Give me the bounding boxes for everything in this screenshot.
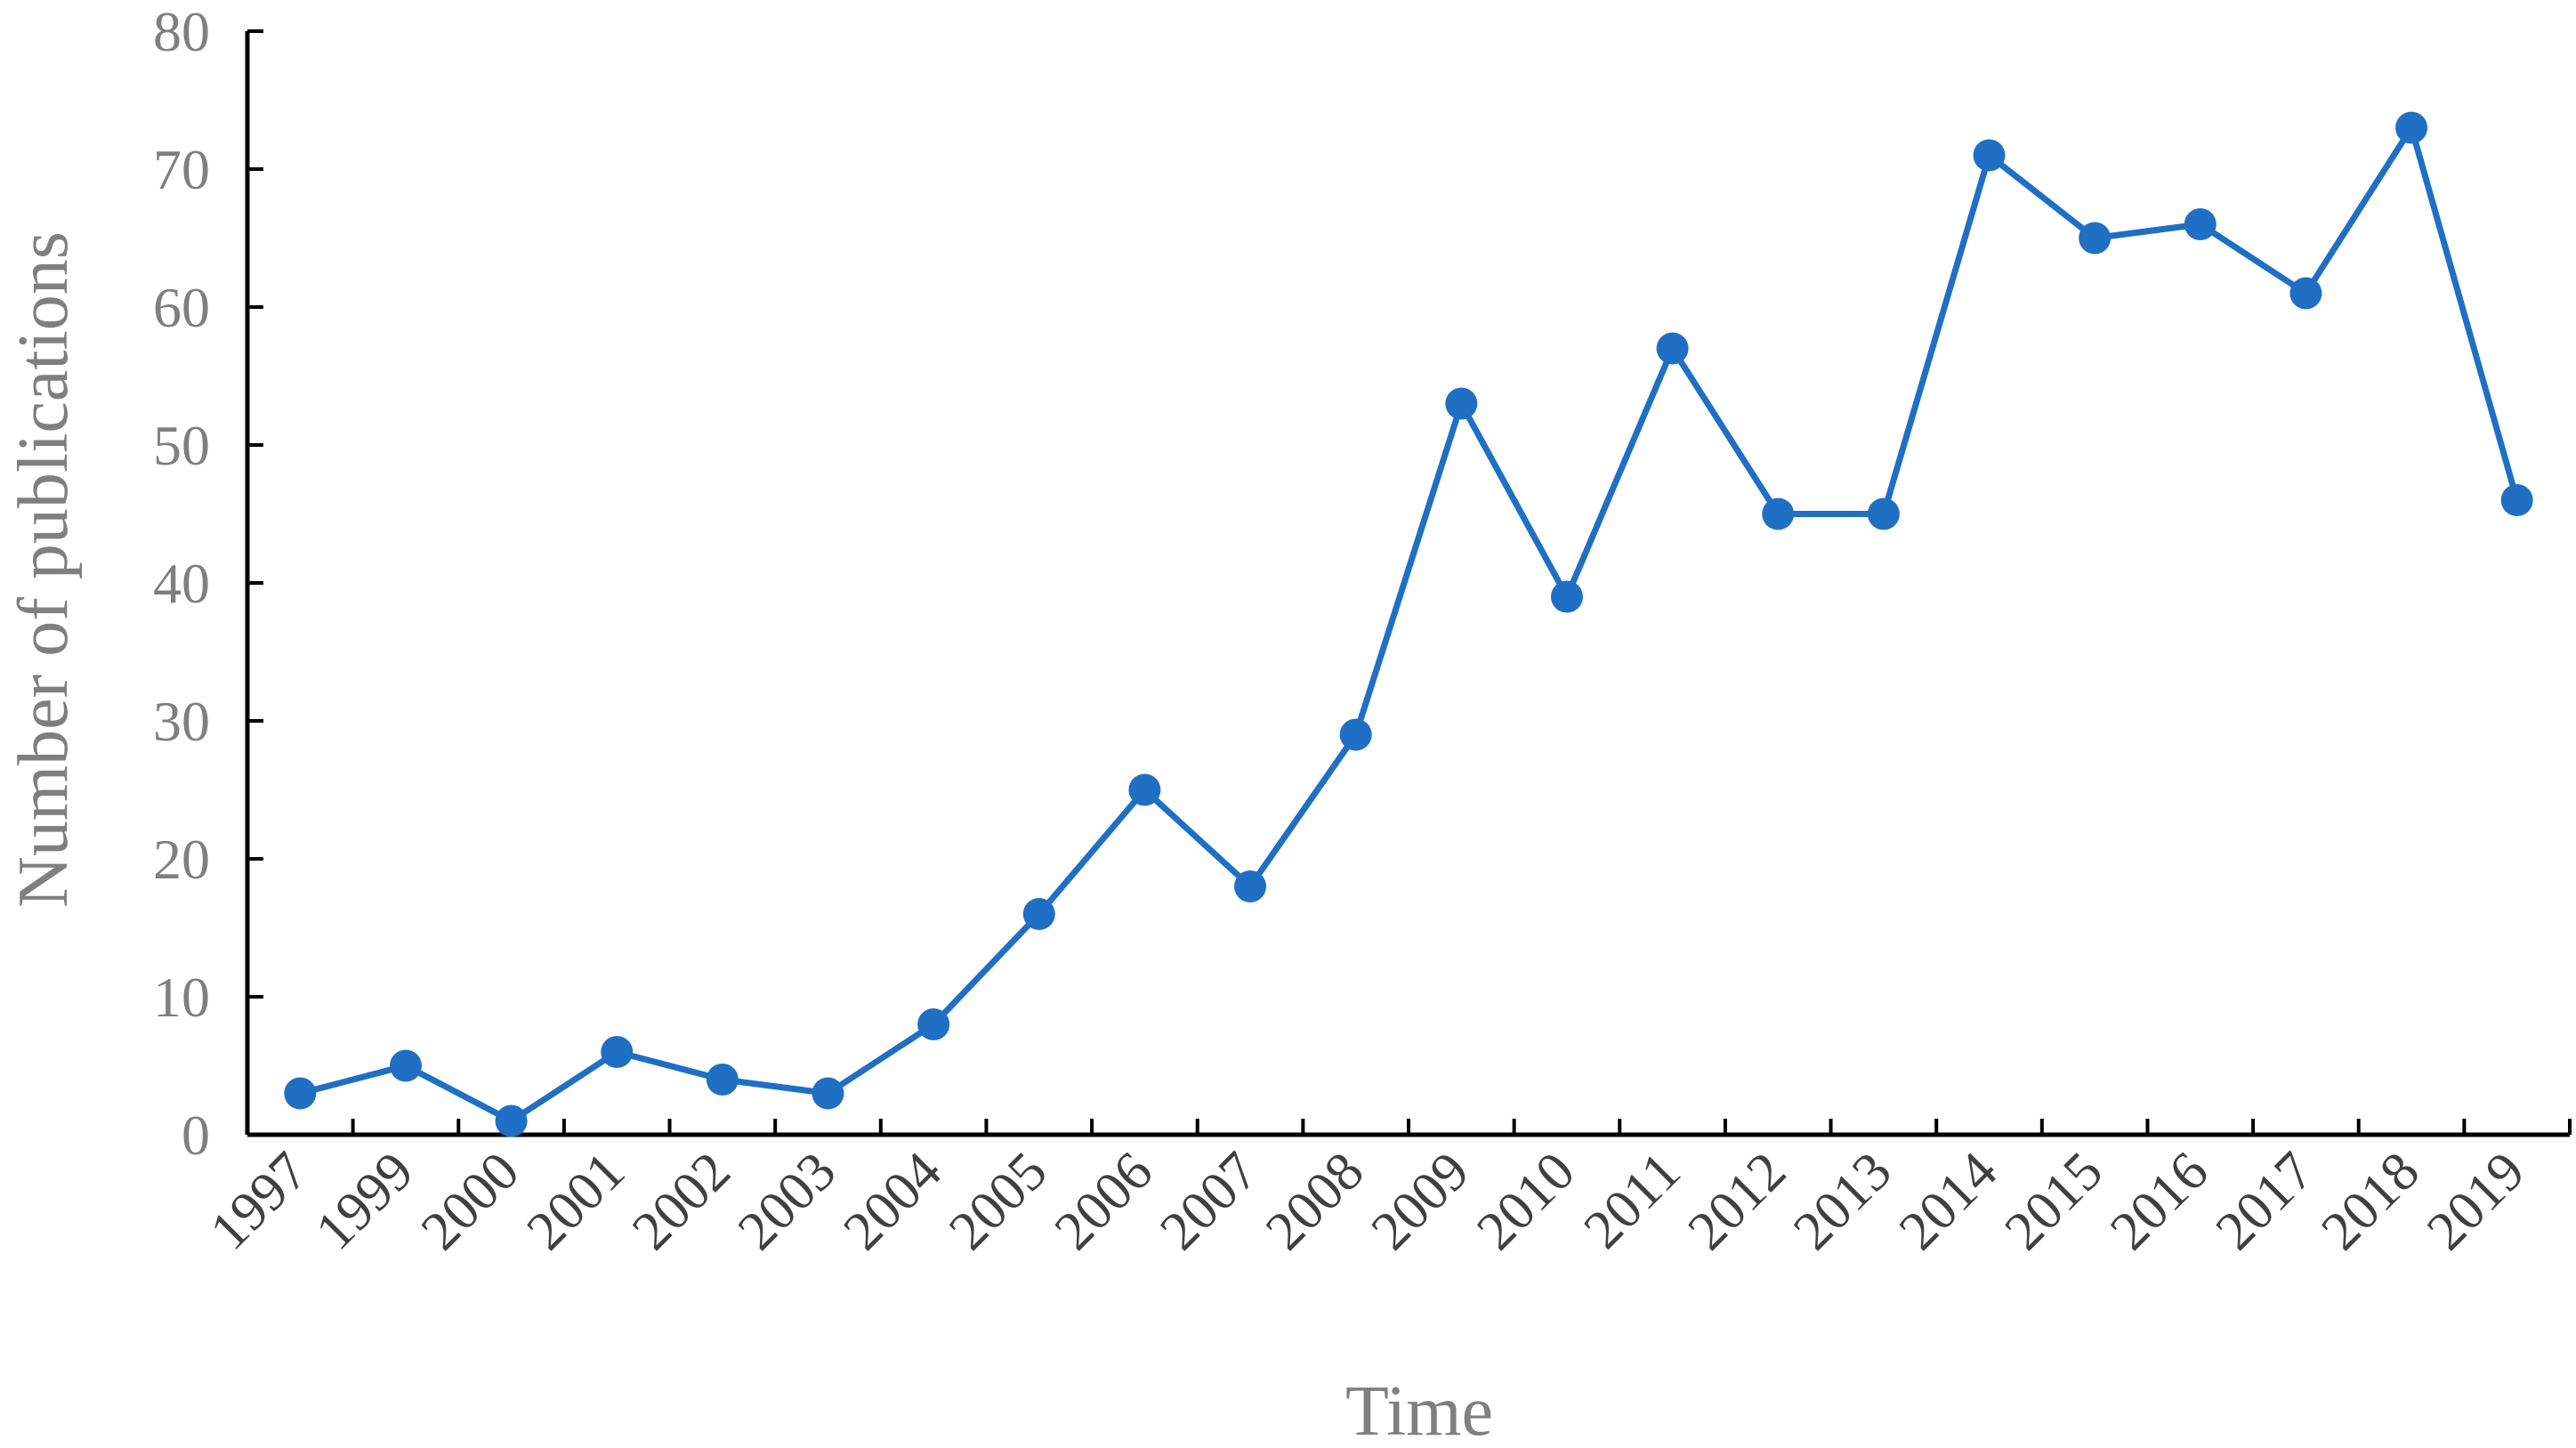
x-tick-label: 2019 [2416,1141,2537,1262]
x-tick-label: 2012 [1676,1141,1797,1262]
data-point [1656,332,1689,365]
y-axis-ticks: 0 10 20 30 40 50 60 70 80 [153,0,263,1167]
x-tick-label: 2018 [2310,1141,2431,1262]
series-layer [284,111,2533,1137]
x-tick-label: 2007 [1149,1141,1270,1262]
data-point [2079,222,2112,255]
data-point [1445,387,1478,420]
y-axis-title: Number of publications [4,231,83,908]
x-tick-label: 2001 [515,1141,636,1262]
x-tick-label: 2009 [1360,1141,1481,1262]
data-point [2500,484,2533,516]
x-tick-label: 2006 [1044,1141,1165,1262]
data-point [389,1049,422,1082]
x-tick-label: 2000 [410,1141,531,1262]
data-point [1550,580,1583,613]
data-point [284,1077,317,1110]
y-tick-label: 0 [182,1104,210,1167]
x-tick-label: 2017 [2205,1141,2326,1262]
x-axis-title: Time [1345,1372,1493,1448]
y-tick-label: 30 [153,690,210,753]
y-tick-label: 40 [153,552,210,615]
data-point [1234,870,1267,902]
data-point [1128,773,1161,806]
data-point [2289,277,2322,310]
data-point [1762,497,1795,530]
series-line [299,125,2521,1124]
y-tick-label: 70 [153,138,210,201]
data-point [2184,208,2217,240]
data-point [2395,111,2428,144]
x-tick-label: 1999 [304,1141,425,1262]
y-tick-label: 10 [153,966,210,1029]
x-tick-label: 2011 [1572,1141,1692,1260]
y-tick-label: 50 [153,414,210,477]
x-tick-label: 2005 [938,1141,1059,1262]
y-tick-label: 60 [153,276,210,339]
x-tick-label: 2014 [1888,1141,2009,1262]
x-tick-label: 2002 [621,1141,742,1262]
x-tick-label: 2013 [1782,1141,1903,1262]
data-point [812,1077,844,1110]
data-point [601,1036,634,1068]
x-axis-ticks: 1997199920002001200220032004200520062007… [198,1119,2572,1262]
y-tick-label: 80 [153,0,210,63]
data-point [1339,718,1372,751]
y-tick-label: 20 [153,828,210,891]
data-point [917,1008,950,1040]
x-tick-label: 2003 [727,1141,848,1262]
data-point [1022,898,1055,930]
data-point [706,1064,739,1096]
data-point [1973,139,2006,172]
x-tick-label: 1997 [198,1141,319,1262]
x-tick-label: 2004 [832,1141,953,1262]
x-tick-label: 2016 [2099,1141,2220,1262]
x-tick-label: 2010 [1466,1141,1587,1262]
data-point [495,1104,528,1137]
data-point [1867,497,1900,530]
x-tick-label: 2008 [1255,1141,1376,1262]
x-tick-label: 2015 [1993,1141,2114,1262]
